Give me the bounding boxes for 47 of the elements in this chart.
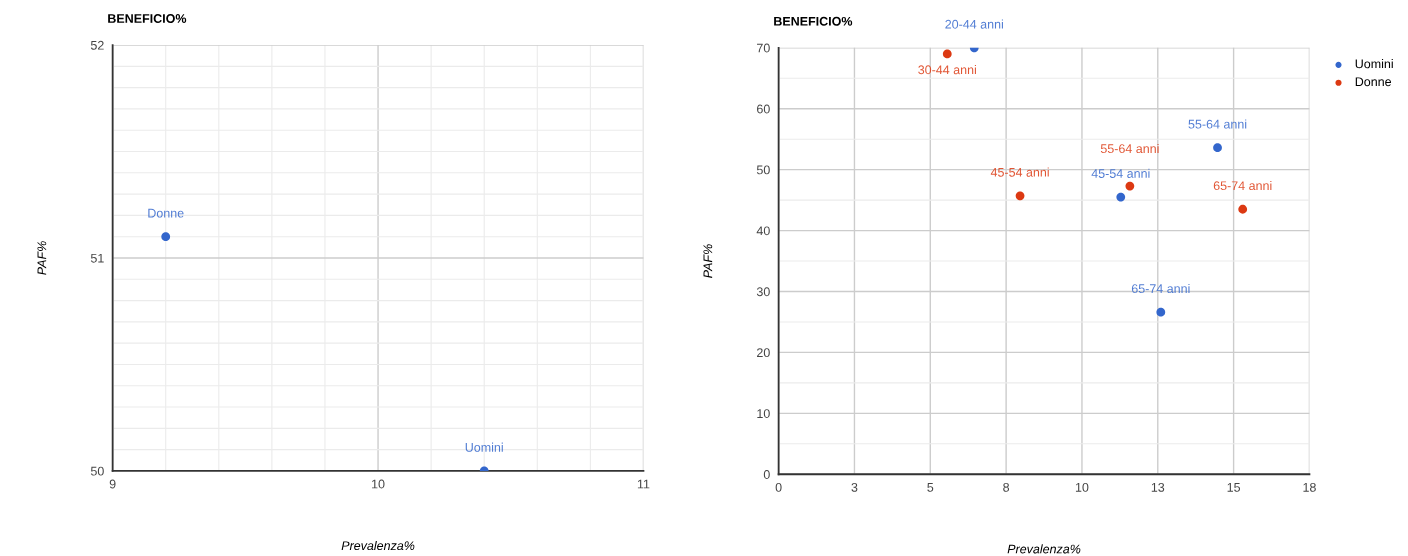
data-label: 55-64 anni — [1188, 119, 1247, 129]
y-tick-label: 10 — [757, 409, 770, 418]
data-label: 45-54 anni — [990, 167, 1049, 177]
x-tick-label: 18 — [1303, 482, 1316, 492]
y-tick-label: 70 — [757, 43, 770, 53]
y-tick-label: 30 — [756, 287, 770, 297]
x-tick-label: 11 — [637, 479, 650, 489]
x-axis-title: Prevalenza% — [341, 540, 415, 551]
data-label: 30-44 anni — [918, 65, 976, 75]
y-tick-label: 40 — [756, 226, 770, 236]
y-tick-label: 60 — [757, 104, 770, 114]
legend-label: Donne — [1355, 77, 1392, 87]
legend-label: Uomini — [1355, 59, 1393, 69]
data-label: Donne — [148, 208, 184, 218]
y-tick-label: 20 — [757, 348, 770, 358]
y-tick-label: 52 — [90, 40, 104, 50]
data-label: 65-74 anni — [1131, 283, 1190, 294]
x-tick-label: 3 — [851, 482, 858, 492]
chart-title: BENEFICIO% — [774, 16, 853, 26]
x-tick-label: 13 — [1151, 482, 1165, 492]
y-axis-title: PAF% — [37, 241, 47, 275]
x-tick-label: 0 — [775, 482, 782, 492]
chart-title: BENEFICIO% — [108, 14, 187, 23]
y-axis-title: PAF% — [703, 244, 713, 278]
point — [1116, 192, 1126, 202]
data-label: 55-64 anni — [1100, 143, 1159, 154]
data-label: 20-44 anni — [945, 19, 1003, 29]
x-tick-label: 10 — [1075, 482, 1089, 492]
y-tick-label: 50 — [756, 165, 770, 175]
point — [1238, 204, 1248, 214]
point — [1213, 143, 1222, 153]
y-tick-label: 51 — [90, 253, 104, 263]
point — [942, 49, 952, 59]
x-tick-label: 15 — [1227, 483, 1241, 492]
data-label: 45-54 anni — [1091, 168, 1150, 178]
point — [1125, 181, 1135, 191]
data-label: Uomini — [465, 442, 503, 452]
x-tick-label: 5 — [927, 483, 934, 492]
x-tick-label: 8 — [1003, 482, 1010, 492]
x-tick-label: 10 — [372, 479, 385, 489]
x-axis-title: Prevalenza% — [1007, 544, 1081, 554]
data-label: 65-74 anni — [1213, 180, 1272, 191]
point — [1015, 191, 1025, 201]
y-tick-label: 0 — [763, 470, 770, 479]
x-tick-label: 9 — [109, 479, 116, 489]
point — [1156, 307, 1166, 317]
y-tick-label: 50 — [90, 466, 104, 476]
